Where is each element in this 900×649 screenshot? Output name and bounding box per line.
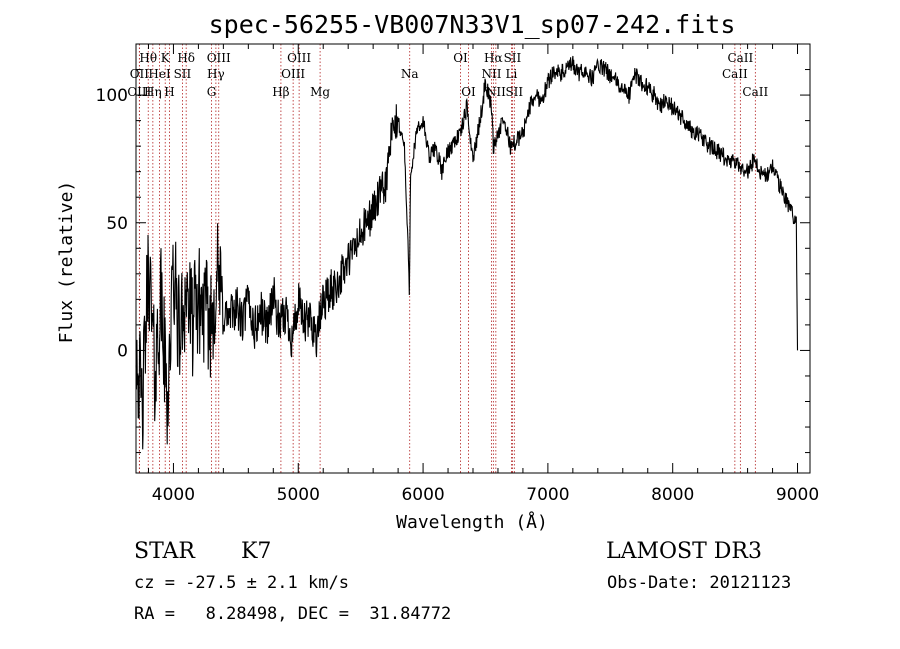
line-label: HeI xyxy=(148,67,171,81)
line-label: SII xyxy=(174,67,192,81)
observation-date: Obs-Date: 20121123 xyxy=(607,573,792,593)
axis-ticks: 4000 5000 6000 7000 8000 9000 0 50 100 xyxy=(96,44,819,505)
line-label: Li xyxy=(506,67,518,81)
line-label: Hθ xyxy=(139,51,157,65)
line-label: Hβ xyxy=(272,85,289,99)
y-tick-label: 0 xyxy=(117,341,128,361)
chart-title: spec-56255-VB007N33V1_sp07-242.fits xyxy=(209,10,736,39)
x-tick-label: 9000 xyxy=(776,485,819,505)
line-label: OIII xyxy=(207,51,231,65)
x-tick-label: 7000 xyxy=(526,485,569,505)
line-label: H xyxy=(164,85,174,99)
line-label: CaII xyxy=(722,67,748,81)
line-label: OII xyxy=(130,67,150,81)
line-labels: HθOIIOIIIHηHeIKHSIIHδGHγOIIIHβOIIIOIIIMg… xyxy=(127,51,768,99)
line-label: CaII xyxy=(742,85,768,99)
y-axis-label: Flux (relative) xyxy=(56,181,77,344)
line-label: OI xyxy=(453,51,468,65)
line-label: K xyxy=(161,51,171,65)
line-label: Na xyxy=(401,67,419,81)
line-label: Hγ xyxy=(207,67,225,81)
coordinates: RA = 8.28498, DEC = 31.84772 xyxy=(134,604,452,624)
object-subclass: K7 xyxy=(241,539,272,564)
line-label: OIII xyxy=(287,51,311,65)
line-label: Hα xyxy=(484,51,503,65)
line-label: OI xyxy=(461,85,476,99)
y-tick-label: 100 xyxy=(96,86,128,106)
line-label: NII xyxy=(486,85,506,99)
line-label: G xyxy=(207,85,217,99)
line-markers xyxy=(138,44,756,473)
redshift-velocity: cz = -27.5 ± 2.1 km/s xyxy=(134,573,349,593)
object-class: STAR xyxy=(134,539,195,564)
line-label: SII xyxy=(505,85,523,99)
x-tick-label: 4000 xyxy=(152,485,195,505)
line-label: Hδ xyxy=(177,51,195,65)
x-axis-label: Wavelength (Å) xyxy=(396,511,548,533)
x-tick-label: 5000 xyxy=(277,485,320,505)
line-label: Hη xyxy=(144,85,162,99)
spectrum-line xyxy=(135,55,799,450)
line-label: SII xyxy=(504,51,522,65)
y-tick-label: 50 xyxy=(106,214,128,234)
line-label: OIII xyxy=(281,67,305,81)
x-tick-label: 6000 xyxy=(401,485,444,505)
line-label: CaII xyxy=(727,51,753,65)
line-label: Mg xyxy=(310,85,330,99)
line-label: NII xyxy=(481,67,501,81)
x-tick-label: 8000 xyxy=(651,485,694,505)
plot-frame xyxy=(135,43,811,474)
survey-name: LAMOST DR3 xyxy=(606,539,762,564)
